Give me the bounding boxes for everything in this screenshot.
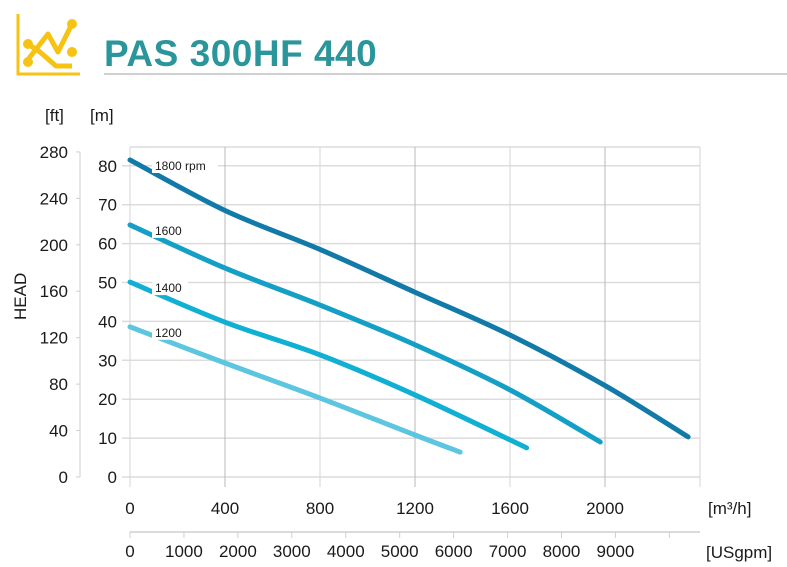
y-tick-m-label: 30 xyxy=(98,351,117,370)
line-chart-icon xyxy=(16,12,82,83)
y-tick-m-label: 50 xyxy=(98,274,117,293)
x-tick-m3h-label: 1600 xyxy=(491,499,529,518)
y-tick-m-label: 70 xyxy=(98,196,117,215)
x-tick-usgpm-label: 3000 xyxy=(273,542,311,561)
x-tick-usgpm-label: 5000 xyxy=(381,542,419,561)
x-tick-usgpm-label: 4000 xyxy=(327,542,365,561)
x-tick-usgpm-label: 6000 xyxy=(435,542,473,561)
m-unit-label: [m] xyxy=(90,106,114,125)
curve-1400 xyxy=(127,279,530,451)
page-title: PAS 300HF 440 xyxy=(104,33,378,74)
y-tick-ft-label: 240 xyxy=(40,189,68,208)
y-tick-ft-label: 200 xyxy=(40,236,68,255)
y-tick-m-label: 80 xyxy=(98,157,117,176)
y-tick-m-label: 40 xyxy=(98,312,117,331)
curve-1600 xyxy=(127,222,603,445)
usgpm-unit-label: [USgpm] xyxy=(706,543,772,562)
curve-1200 xyxy=(127,324,463,455)
x-tick-usgpm-label: 1000 xyxy=(165,542,203,561)
y-tick-ft-label: 80 xyxy=(49,375,68,394)
curve-label-bg xyxy=(152,157,218,173)
curve-1800 xyxy=(127,157,691,440)
y-tick-m-label: 0 xyxy=(108,468,117,487)
y-tick-ft-label: 120 xyxy=(40,329,68,348)
x-tick-usgpm-label: 0 xyxy=(125,542,134,561)
y-tick-ft-label: 0 xyxy=(59,468,68,487)
x-tick-usgpm-label: 2000 xyxy=(219,542,257,561)
m3h-unit-label: [m³/h] xyxy=(708,499,751,518)
ft-unit-label: [ft] xyxy=(45,106,64,125)
y-tick-m-label: 60 xyxy=(98,235,117,254)
curve-label: 1600 xyxy=(155,224,182,238)
x-tick-usgpm-label: 9000 xyxy=(597,542,635,561)
curve-label-bg xyxy=(152,222,188,238)
y-tick-m-label: 20 xyxy=(98,390,117,409)
y-tick-ft-label: 280 xyxy=(40,143,68,162)
x-tick-m3h-label: 0 xyxy=(125,499,134,518)
x-tick-m3h-label: 1200 xyxy=(396,499,434,518)
y-tick-ft-label: 40 xyxy=(49,422,68,441)
curve-label: 1400 xyxy=(155,281,182,295)
curve-label-bg xyxy=(152,324,188,340)
x-tick-usgpm-label: 7000 xyxy=(489,542,527,561)
y-tick-ft-label: 160 xyxy=(40,282,68,301)
x-tick-usgpm-label: 8000 xyxy=(543,542,581,561)
y-tick-m-label: 10 xyxy=(98,429,117,448)
x-tick-m3h-label: 800 xyxy=(306,499,334,518)
title-divider xyxy=(104,73,787,75)
y-axis-label: HEAD xyxy=(11,273,30,320)
curve-label: 1200 xyxy=(155,326,182,340)
curve-label-bg xyxy=(152,280,188,296)
x-tick-m3h-label: 2000 xyxy=(586,499,624,518)
curve-label: 1800 rpm xyxy=(155,159,206,173)
x-tick-m3h-label: 400 xyxy=(211,499,239,518)
